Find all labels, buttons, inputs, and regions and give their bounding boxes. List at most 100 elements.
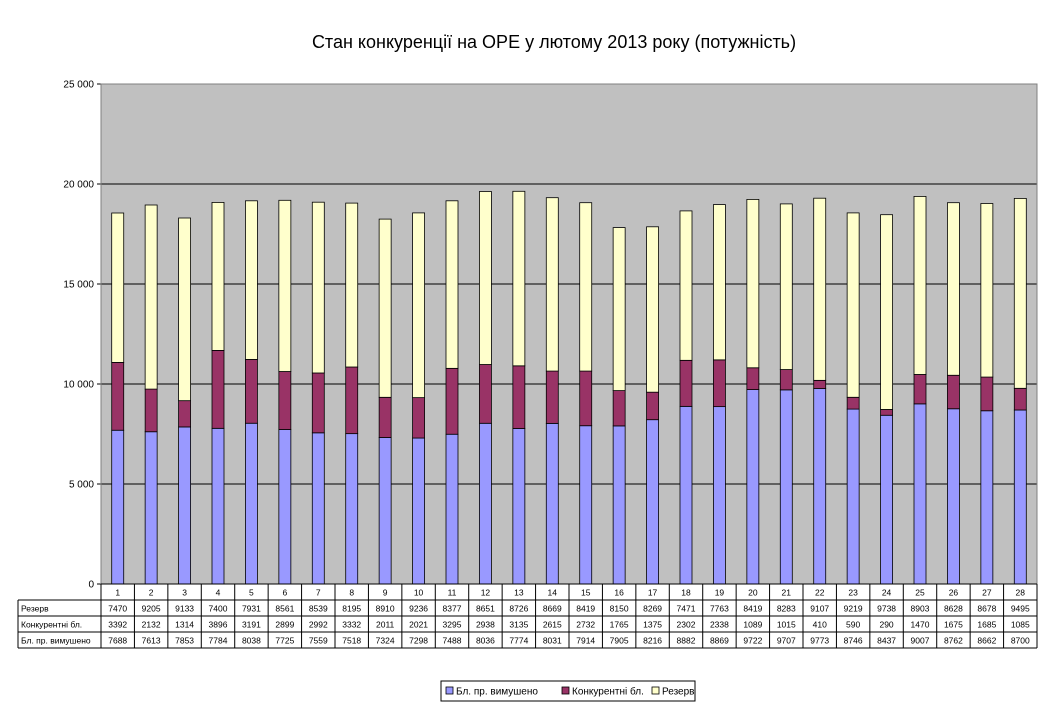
- x-tick-label: 14: [548, 588, 558, 598]
- bar-segment: [612, 227, 626, 392]
- bar-segment: [980, 203, 994, 378]
- x-tick-label: 7: [316, 588, 321, 598]
- table-cell: 8216: [643, 636, 662, 646]
- table-cell: 1085: [1011, 620, 1030, 630]
- bar-segment: [779, 369, 793, 391]
- table-cell: 8869: [710, 636, 729, 646]
- bar-segment: [579, 425, 593, 585]
- table-cell: 7324: [376, 636, 395, 646]
- table-cell: 8628: [944, 604, 963, 614]
- bar-segment: [211, 349, 225, 429]
- bar-segment: [512, 428, 526, 585]
- bar-segment: [779, 203, 793, 370]
- bar-segment: [1013, 197, 1027, 389]
- bar-segment: [512, 190, 526, 367]
- bar-segment: [278, 429, 292, 585]
- bar-segment: [880, 409, 893, 416]
- bar-segment: [144, 204, 158, 390]
- y-tick-label: 5 000: [69, 480, 94, 491]
- x-tick-label: 17: [648, 588, 658, 598]
- table-cell: 8419: [576, 604, 595, 614]
- table-cell: 2938: [476, 620, 495, 630]
- bar-segment: [980, 376, 994, 412]
- bar-segment: [245, 200, 258, 360]
- legend: Бл. пр. вимушено Конкурентні бл. Резерв: [440, 680, 696, 702]
- table-cell: 2132: [142, 620, 161, 630]
- bar-segment: [245, 422, 258, 585]
- table-cell: 3896: [209, 620, 228, 630]
- table-cell: 2302: [677, 620, 696, 630]
- table-cell: 8669: [543, 604, 562, 614]
- bar-segment: [545, 422, 559, 585]
- chart-title: Стан конкуренції на ОРЕ у лютому 2013 ро…: [312, 32, 796, 52]
- legend-swatch: [651, 686, 660, 695]
- bar-segment: [947, 202, 960, 376]
- bar-segment: [612, 390, 626, 427]
- bar-segment: [679, 210, 693, 361]
- table-cell: 8910: [376, 604, 395, 614]
- bar-segment: [445, 433, 459, 585]
- x-tick-label: 23: [848, 588, 858, 598]
- bar-segment: [111, 212, 125, 363]
- table-cell: 8700: [1011, 636, 1030, 646]
- x-tick-label: 20: [748, 588, 758, 598]
- table-cell: 8038: [242, 636, 261, 646]
- bar-segment: [311, 201, 325, 374]
- table-cell: 8662: [977, 636, 996, 646]
- bar-segment: [947, 374, 960, 410]
- x-tick-label: 1: [115, 588, 120, 598]
- table-cell: 8377: [443, 604, 462, 614]
- table-cell: 9205: [142, 604, 161, 614]
- legend-label: Бл. пр. вимушено: [456, 687, 538, 698]
- x-tick-label: 15: [581, 588, 591, 598]
- bar-segment: [378, 437, 392, 585]
- legend-label: Конкурентні бл.: [572, 686, 644, 698]
- table-cell: 2021: [409, 620, 428, 630]
- table-cell: 9007: [911, 636, 930, 646]
- table-cell: 9219: [844, 604, 863, 614]
- bar-segment: [378, 218, 392, 398]
- table-row-label: Конкурентні бл.: [21, 620, 82, 630]
- bar-segment: [579, 370, 593, 427]
- table-cell: 8561: [275, 604, 294, 614]
- table-cell: 3332: [342, 620, 361, 630]
- table-cell: 8726: [509, 604, 528, 614]
- bar-segment: [813, 388, 827, 585]
- table-cell: 1470: [911, 620, 930, 630]
- bar-segment: [178, 426, 191, 585]
- table-cell: 8150: [610, 604, 629, 614]
- table-cell: 2011: [376, 620, 395, 630]
- bar-segment: [178, 400, 191, 428]
- x-tick-label: 22: [815, 588, 825, 598]
- x-tick-label: 26: [949, 588, 959, 598]
- table-cell: 8269: [643, 604, 662, 614]
- table-cell: 9107: [810, 604, 829, 614]
- bar-segment: [111, 429, 125, 585]
- x-tick-label: 5: [249, 588, 254, 598]
- table-cell: 2338: [710, 620, 729, 630]
- table-cell: 7774: [509, 636, 528, 646]
- table-cell: 9722: [743, 636, 762, 646]
- legend-swatch: [561, 686, 570, 695]
- table-cell: 8195: [342, 604, 361, 614]
- bar-segment: [412, 437, 425, 585]
- table-cell: 9738: [877, 604, 896, 614]
- x-tick-label: 24: [882, 588, 892, 598]
- table-cell: 7518: [342, 636, 361, 646]
- bar-segment: [713, 406, 726, 585]
- table-cell: 2732: [576, 620, 595, 630]
- bar-segment: [746, 389, 760, 585]
- table-cell: 290: [879, 620, 893, 630]
- table-cell: 8882: [677, 636, 696, 646]
- x-tick-label: 8: [349, 588, 354, 598]
- bar-segment: [479, 422, 492, 585]
- x-tick-label: 27: [982, 588, 992, 598]
- table-cell: 590: [846, 620, 860, 630]
- table-cell: 1685: [977, 620, 996, 630]
- table-cell: 7298: [409, 636, 428, 646]
- bar-segment: [846, 408, 860, 585]
- y-tick-label: 15 000: [63, 280, 94, 291]
- table-cell: 2899: [275, 620, 294, 630]
- bar-segment: [345, 202, 359, 368]
